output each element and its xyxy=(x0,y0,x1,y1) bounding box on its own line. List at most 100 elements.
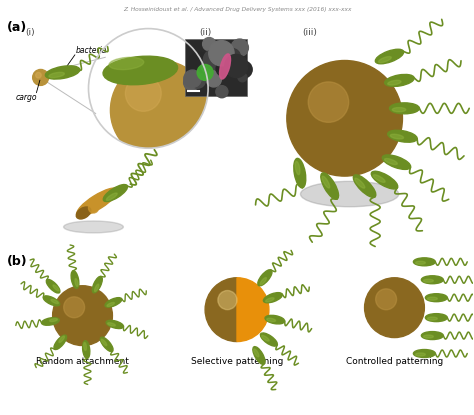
Text: Z. Hosseinidoust et al. / Advanced Drug Delivery Systems xxx (2016) xxx-xxx: Z. Hosseinidoust et al. / Advanced Drug … xyxy=(123,7,351,12)
Text: (a): (a) xyxy=(7,21,27,34)
Ellipse shape xyxy=(321,173,338,199)
Ellipse shape xyxy=(353,175,376,197)
Ellipse shape xyxy=(219,54,230,79)
Ellipse shape xyxy=(413,349,435,357)
Ellipse shape xyxy=(82,341,90,359)
Ellipse shape xyxy=(100,337,113,352)
Ellipse shape xyxy=(322,176,330,188)
Ellipse shape xyxy=(267,318,275,322)
Circle shape xyxy=(190,73,205,88)
Ellipse shape xyxy=(428,297,438,300)
Ellipse shape xyxy=(258,270,272,286)
Ellipse shape xyxy=(388,80,401,85)
Circle shape xyxy=(126,76,161,111)
Ellipse shape xyxy=(421,276,443,284)
Ellipse shape xyxy=(49,72,64,78)
Text: Random attachment: Random attachment xyxy=(36,357,129,366)
Text: (ii): (ii) xyxy=(199,28,211,37)
Bar xyxy=(185,39,247,96)
Ellipse shape xyxy=(43,296,60,306)
Ellipse shape xyxy=(54,335,67,349)
Circle shape xyxy=(183,75,200,90)
Ellipse shape xyxy=(107,303,115,306)
Ellipse shape xyxy=(371,171,398,189)
Circle shape xyxy=(197,64,213,81)
Circle shape xyxy=(203,50,223,69)
Ellipse shape xyxy=(423,279,433,282)
Ellipse shape xyxy=(388,130,417,142)
Circle shape xyxy=(206,71,221,87)
Ellipse shape xyxy=(390,134,403,139)
Ellipse shape xyxy=(260,333,277,346)
Circle shape xyxy=(235,61,252,78)
Text: cargo: cargo xyxy=(16,93,37,102)
Ellipse shape xyxy=(49,319,57,322)
Circle shape xyxy=(218,290,237,310)
Ellipse shape xyxy=(262,335,269,341)
Ellipse shape xyxy=(103,185,128,202)
Ellipse shape xyxy=(385,74,414,86)
Circle shape xyxy=(375,289,397,310)
Circle shape xyxy=(53,286,112,346)
Circle shape xyxy=(231,39,248,56)
Ellipse shape xyxy=(59,336,64,342)
Circle shape xyxy=(308,82,349,122)
Circle shape xyxy=(187,53,212,77)
Ellipse shape xyxy=(428,317,438,320)
Ellipse shape xyxy=(375,49,404,64)
Ellipse shape xyxy=(51,299,58,304)
Ellipse shape xyxy=(42,317,59,325)
Text: (b): (b) xyxy=(7,255,27,268)
Circle shape xyxy=(110,61,210,160)
Ellipse shape xyxy=(89,203,99,213)
Circle shape xyxy=(225,54,248,78)
Circle shape xyxy=(216,61,231,76)
Circle shape xyxy=(287,61,402,176)
Ellipse shape xyxy=(416,261,425,264)
Ellipse shape xyxy=(379,56,391,63)
Ellipse shape xyxy=(105,298,122,307)
Circle shape xyxy=(33,69,49,85)
Circle shape xyxy=(192,57,213,78)
Ellipse shape xyxy=(416,353,425,356)
Ellipse shape xyxy=(83,342,86,351)
Ellipse shape xyxy=(392,107,406,112)
Text: (iii): (iii) xyxy=(302,28,317,37)
Circle shape xyxy=(365,278,424,337)
Circle shape xyxy=(36,72,41,78)
Ellipse shape xyxy=(384,159,397,165)
Text: Controlled patterning: Controlled patterning xyxy=(346,357,443,366)
Ellipse shape xyxy=(101,339,107,346)
Ellipse shape xyxy=(46,279,60,293)
Circle shape xyxy=(220,60,232,71)
Ellipse shape xyxy=(106,193,117,200)
Ellipse shape xyxy=(413,258,435,266)
Ellipse shape xyxy=(109,57,144,70)
Ellipse shape xyxy=(77,188,118,216)
Ellipse shape xyxy=(355,178,365,188)
Circle shape xyxy=(216,85,228,98)
Ellipse shape xyxy=(383,155,410,169)
Ellipse shape xyxy=(95,284,99,292)
Ellipse shape xyxy=(75,278,78,286)
Ellipse shape xyxy=(423,335,433,338)
Ellipse shape xyxy=(260,278,266,285)
Ellipse shape xyxy=(373,175,385,182)
Circle shape xyxy=(64,297,85,318)
Circle shape xyxy=(222,48,241,66)
Ellipse shape xyxy=(106,320,124,329)
Circle shape xyxy=(202,37,216,51)
Ellipse shape xyxy=(390,103,419,114)
Circle shape xyxy=(201,59,216,73)
Wedge shape xyxy=(237,278,269,342)
Ellipse shape xyxy=(108,323,115,326)
Ellipse shape xyxy=(425,314,447,322)
Text: Selective patterning: Selective patterning xyxy=(191,357,283,366)
Ellipse shape xyxy=(103,56,178,85)
Ellipse shape xyxy=(46,66,80,79)
Ellipse shape xyxy=(425,294,447,302)
Circle shape xyxy=(184,70,201,88)
Ellipse shape xyxy=(71,271,79,288)
Ellipse shape xyxy=(92,276,102,293)
Ellipse shape xyxy=(53,285,59,291)
